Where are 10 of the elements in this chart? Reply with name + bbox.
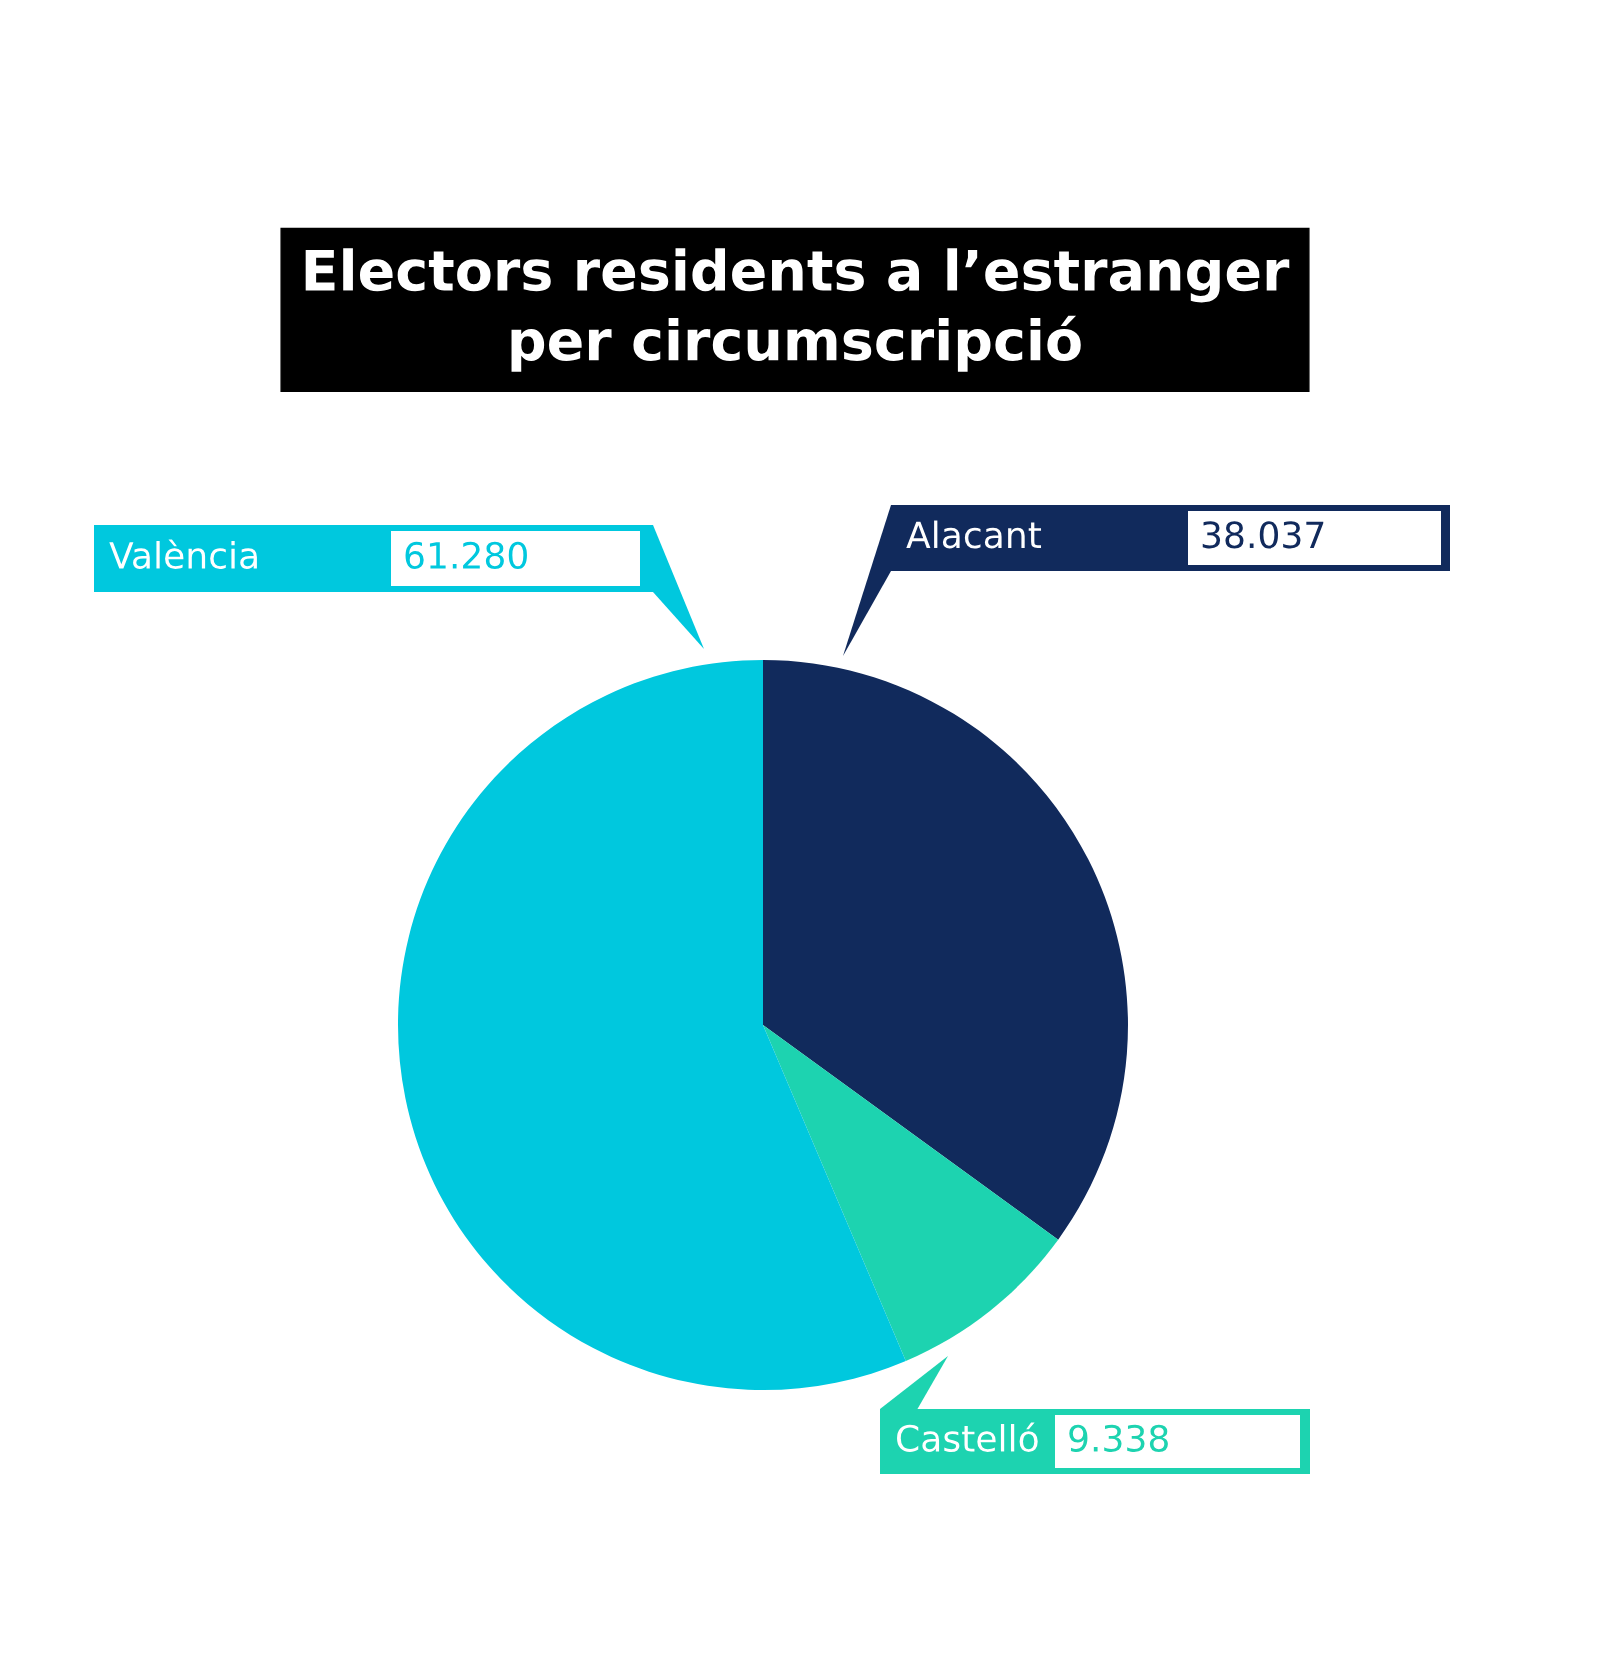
slice-label: Castelló bbox=[897, 1422, 1038, 1452]
chart-title: Electors residents a l’estranger per circumscripció bbox=[305, 248, 1290, 372]
slice-label: Alacant bbox=[906, 520, 1042, 549]
data-label: 38.037 bbox=[1202, 521, 1324, 549]
pie-slice bbox=[763, 660, 1128, 1240]
data-label: 9.338 bbox=[1069, 1424, 1168, 1452]
data-label: 61.280 bbox=[405, 541, 527, 569]
pie-slice bbox=[763, 1025, 1059, 1361]
slice-label: València bbox=[109, 539, 257, 569]
pie-slice bbox=[398, 660, 906, 1390]
